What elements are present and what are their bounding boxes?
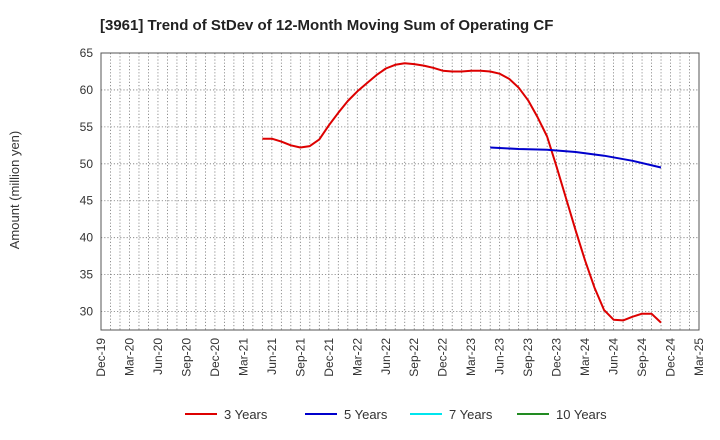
- series-line-1: [262, 62, 662, 324]
- y-tick-label: 35: [80, 268, 94, 282]
- x-tick-label: Mar-21: [236, 338, 250, 376]
- y-tick-label: 55: [80, 120, 94, 134]
- y-tick-label: 40: [80, 231, 94, 245]
- y-tick-label: 30: [80, 305, 94, 319]
- plot-area-frame: [100, 52, 700, 331]
- x-tick-label: Mar-24: [578, 338, 592, 376]
- x-tick-label: Jun-21: [265, 338, 279, 375]
- x-tick-label: Mar-22: [350, 338, 364, 376]
- grid: [101, 52, 699, 330]
- y-tick-labels: 30 35 40 45 50 55 60 65: [80, 46, 94, 319]
- y-tick-label: 60: [80, 83, 94, 97]
- y-axis-label: Amount (million yen): [7, 131, 22, 250]
- x-tick-label: Mar-23: [464, 338, 478, 376]
- x-tick-label: Sep-24: [635, 338, 649, 377]
- legend: 3 Years 5 Years 7 Years 10 Years: [185, 407, 607, 422]
- x-tick-label: Dec-23: [550, 338, 564, 377]
- series-lines: [262, 62, 662, 324]
- y-tick-label: 45: [80, 194, 94, 208]
- x-tick-label: Jun-24: [607, 338, 621, 375]
- x-tick-label: Mar-25: [692, 338, 706, 376]
- x-tick-label: Sep-23: [521, 338, 535, 377]
- x-tick-label: Sep-21: [293, 338, 307, 377]
- x-tick-label: Jun-22: [379, 338, 393, 375]
- x-tick-label: Mar-20: [122, 338, 136, 376]
- x-tick-label: Dec-22: [436, 338, 450, 377]
- x-tick-label: Dec-24: [664, 338, 678, 377]
- chart-title: [3961] Trend of StDev of 12-Month Moving…: [100, 17, 553, 34]
- x-tick-label: Sep-20: [179, 338, 193, 377]
- legend-label-3: 7 Years: [449, 407, 493, 422]
- y-tick-label: 50: [80, 157, 94, 171]
- legend-label-4: 10 Years: [556, 407, 607, 422]
- x-tick-label: Jun-23: [493, 338, 507, 375]
- series-line-2: [490, 146, 662, 169]
- x-tick-label: Sep-22: [407, 338, 421, 377]
- x-tick-label: Jun-20: [151, 338, 165, 375]
- y-tick-label: 65: [80, 46, 94, 60]
- x-tick-labels: Dec-19 Mar-20 Jun-20 Sep-20 Dec-20 Mar-21 Jun-…: [94, 338, 706, 377]
- x-tick-label: Dec-20: [208, 338, 222, 377]
- x-tick-label: Dec-21: [322, 338, 336, 377]
- legend-label-2: 5 Years: [344, 407, 388, 422]
- legend-label-1: 3 Years: [224, 407, 268, 422]
- x-tick-label: Dec-19: [94, 338, 108, 377]
